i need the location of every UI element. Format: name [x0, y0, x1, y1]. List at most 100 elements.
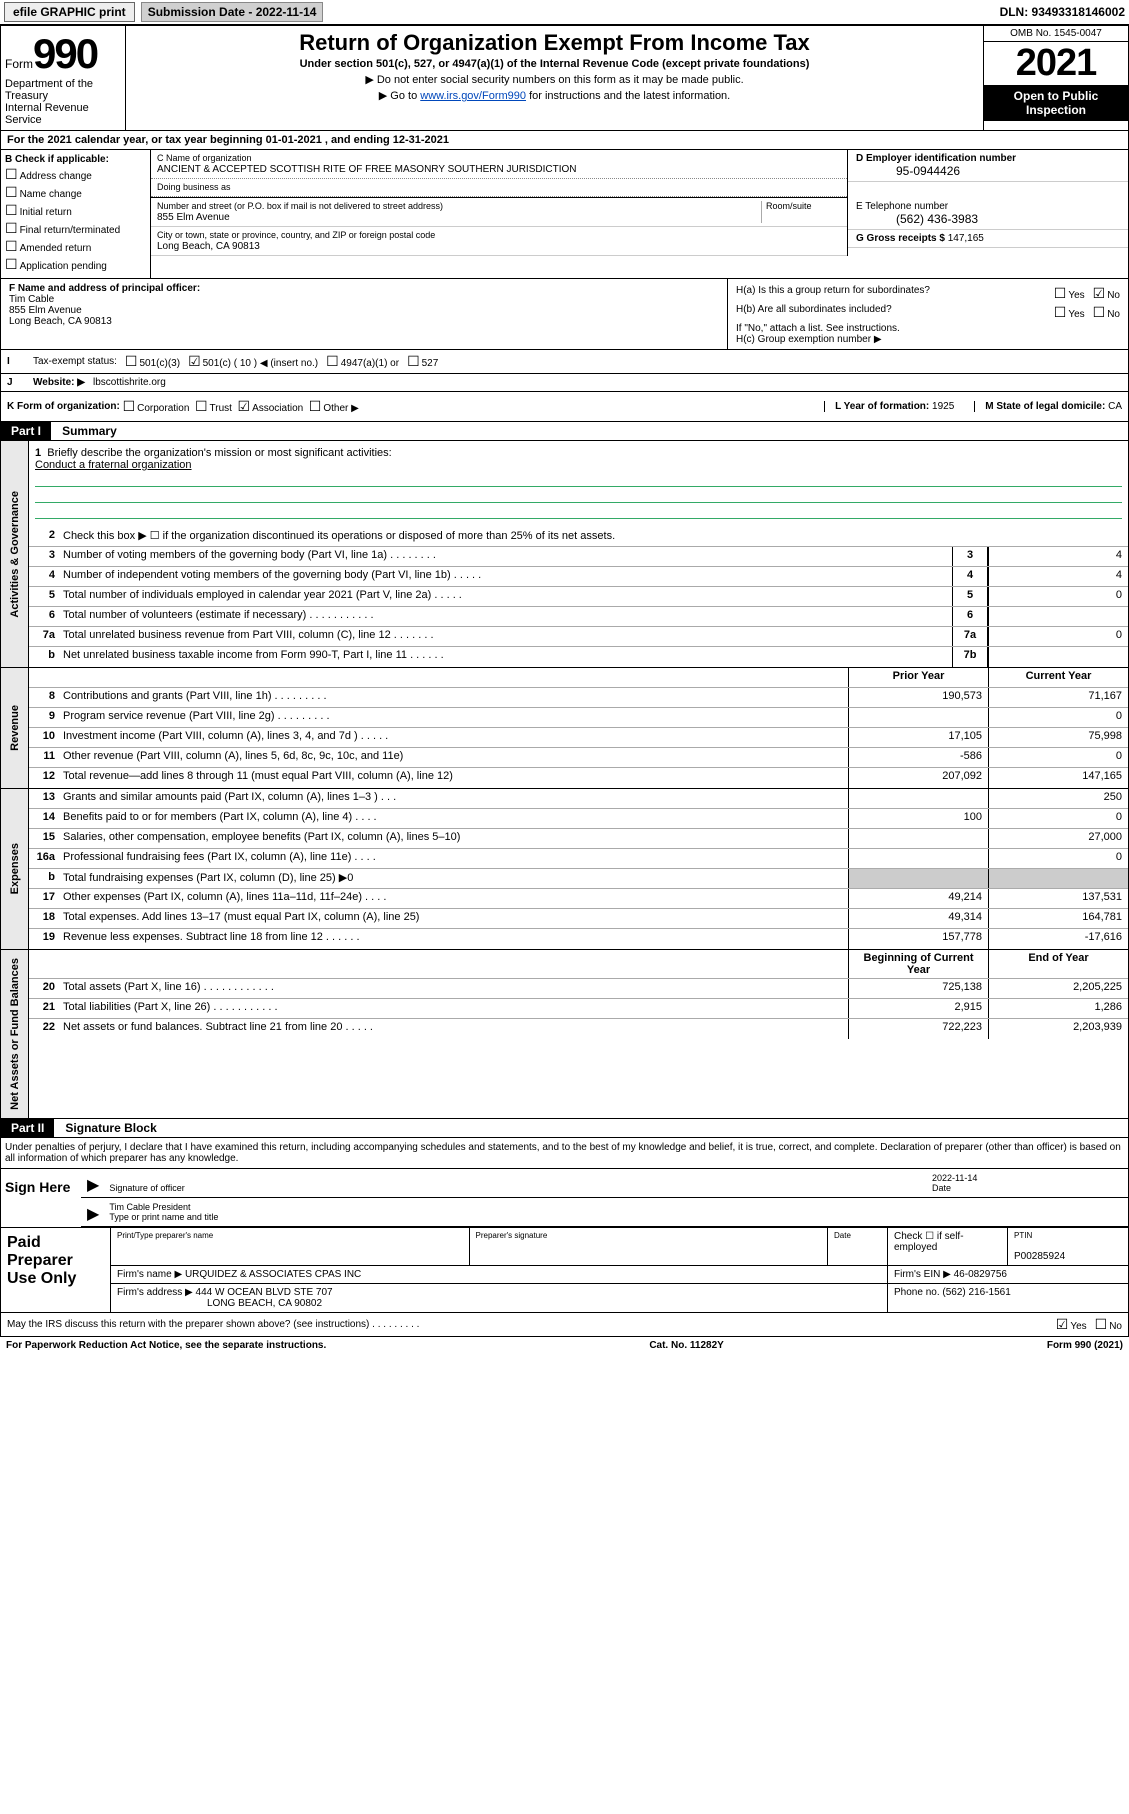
i-501c[interactable]: 501(c) ( 10 ) ◀ (insert no.) — [188, 353, 318, 370]
ag-txt: Number of independent voting members of … — [59, 567, 952, 586]
row-num: 9 — [29, 708, 59, 727]
firm-ein: 46-0829756 — [954, 1269, 1007, 1280]
row-txt: Program service revenue (Part VIII, line… — [59, 708, 848, 727]
chk-address-change[interactable]: Address change — [5, 166, 146, 183]
curr-amt: 164,781 — [988, 909, 1128, 928]
hb-no[interactable]: No — [1093, 304, 1120, 321]
m-label: M State of legal domicile: — [985, 401, 1105, 412]
d-label: D Employer identification number — [856, 153, 1016, 164]
form990-link[interactable]: www.irs.gov/Form990 — [420, 90, 526, 102]
ag-num: b — [29, 647, 59, 667]
ag-vlabel: Activities & Governance — [9, 483, 21, 626]
f-label: F Name and address of principal officer: — [9, 283, 200, 294]
k-trust[interactable]: Trust — [195, 398, 232, 415]
firm-name-lab: Firm's name ▶ — [117, 1269, 182, 1280]
row-num: 17 — [29, 889, 59, 908]
ag-num: 6 — [29, 607, 59, 626]
prior-amt — [848, 708, 988, 727]
fh-block: F Name and address of principal officer:… — [0, 279, 1129, 350]
c-name-label: C Name of organization — [157, 153, 252, 163]
discuss-line: May the IRS discuss this return with the… — [0, 1313, 1129, 1337]
ag-val — [988, 607, 1128, 626]
chk-name-change[interactable]: Name change — [5, 184, 146, 201]
prep-sig-lab: Preparer's signature — [476, 1231, 822, 1240]
revenue-section: Revenue Prior YearCurrent Year 8 Contrib… — [0, 668, 1129, 789]
ag-txt: Number of voting members of the governin… — [59, 547, 952, 566]
curr-amt: 0 — [988, 748, 1128, 767]
prior-amt — [848, 849, 988, 868]
i-527[interactable]: 527 — [407, 353, 438, 370]
ag-num: 7a — [29, 627, 59, 646]
i-label: Tax-exempt status: — [33, 356, 117, 367]
row-num: b — [29, 869, 59, 888]
curr-amt: 2,203,939 — [988, 1019, 1128, 1039]
ha-yes[interactable]: Yes — [1054, 285, 1085, 302]
curr-amt: 0 — [988, 849, 1128, 868]
sig-date-lab: Date — [932, 1183, 951, 1193]
website: lbscottishrite.org — [93, 377, 166, 388]
firm-name: URQUIDEZ & ASSOCIATES CPAS INC — [185, 1269, 361, 1280]
row-num: 14 — [29, 809, 59, 828]
k-other[interactable]: Other ▶ — [309, 398, 359, 415]
curr-amt: 2,205,225 — [988, 979, 1128, 998]
col-b-label: B Check if applicable: — [5, 154, 146, 165]
prior-amt: 2,915 — [848, 999, 988, 1018]
room-label: Room/suite — [766, 201, 812, 211]
row-num: 10 — [29, 728, 59, 747]
line-k: K Form of organization: Corporation Trus… — [0, 392, 1129, 422]
chk-final-return[interactable]: Final return/terminated — [5, 220, 146, 237]
ag-val — [988, 647, 1128, 667]
begin-hdr: Beginning of Current Year — [848, 950, 988, 978]
note-goto-post: for instructions and the latest informat… — [526, 90, 730, 102]
curr-hdr: Current Year — [988, 668, 1128, 687]
l-val: 1925 — [932, 401, 954, 412]
part1-title: Summary — [54, 424, 117, 438]
rev-vlabel: Revenue — [9, 697, 21, 759]
efile-print-button[interactable]: efile GRAPHIC print — [4, 2, 135, 22]
l-label: L Year of formation: — [835, 401, 929, 412]
form-title: Return of Organization Exempt From Incom… — [134, 30, 975, 56]
discuss-no[interactable]: No — [1095, 1316, 1122, 1333]
check-self[interactable]: Check ☐ if self-employed — [894, 1231, 964, 1253]
ha-label: H(a) Is this a group return for subordin… — [736, 285, 930, 302]
k-assoc[interactable]: Association — [238, 398, 304, 415]
curr-amt: 147,165 — [988, 768, 1128, 788]
m-val: CA — [1108, 401, 1122, 412]
row-num: 11 — [29, 748, 59, 767]
chk-initial-return[interactable]: Initial return — [5, 202, 146, 219]
firm-addr1: 444 W OCEAN BLVD STE 707 — [196, 1287, 333, 1298]
hb-yes[interactable]: Yes — [1054, 304, 1085, 321]
chk-amended[interactable]: Amended return — [5, 238, 146, 255]
row-num: 18 — [29, 909, 59, 928]
line-j: JWebsite: ▶ lbscottishrite.org — [0, 374, 1129, 392]
prior-amt — [848, 789, 988, 808]
form-word: Form — [5, 57, 33, 71]
top-toolbar: efile GRAPHIC print Submission Date - 20… — [0, 0, 1129, 25]
brief-label: Briefly describe the organization's miss… — [47, 447, 391, 459]
ha-no[interactable]: No — [1093, 285, 1120, 302]
note-goto-pre: ▶ Go to — [379, 90, 420, 102]
ptin: P00285924 — [1014, 1251, 1065, 1262]
discuss-yes[interactable]: Yes — [1056, 1316, 1087, 1333]
i-4947[interactable]: 4947(a)(1) or — [326, 353, 399, 370]
i-501c3[interactable]: 501(c)(3) — [125, 353, 180, 370]
ag-txt: Total number of individuals employed in … — [59, 587, 952, 606]
sig-date-val: 2022-11-14 — [932, 1173, 977, 1183]
k-corp[interactable]: Corporation — [123, 398, 190, 415]
row-txt: Investment income (Part VIII, column (A)… — [59, 728, 848, 747]
prior-amt: 157,778 — [848, 929, 988, 949]
row-txt: Other expenses (Part IX, column (A), lin… — [59, 889, 848, 908]
chk-app-pending[interactable]: Application pending — [5, 256, 146, 273]
ag-box: 3 — [952, 547, 988, 566]
nab-vlabel: Net Assets or Fund Balances — [9, 950, 21, 1118]
row-num: 20 — [29, 979, 59, 998]
discuss-text: May the IRS discuss this return with the… — [7, 1319, 419, 1330]
expenses-section: Expenses 13 Grants and similar amounts p… — [0, 789, 1129, 950]
officer-addr1: 855 Elm Avenue — [9, 305, 82, 316]
line2: Check this box ▶ ☐ if the organization d… — [59, 527, 1128, 546]
note-ssn: ▶ Do not enter social security numbers o… — [134, 73, 975, 86]
prior-amt: 100 — [848, 809, 988, 828]
curr-amt: 75,998 — [988, 728, 1128, 747]
col-b: B Check if applicable: Address change Na… — [1, 150, 151, 278]
officer-name: Tim Cable — [9, 294, 54, 305]
